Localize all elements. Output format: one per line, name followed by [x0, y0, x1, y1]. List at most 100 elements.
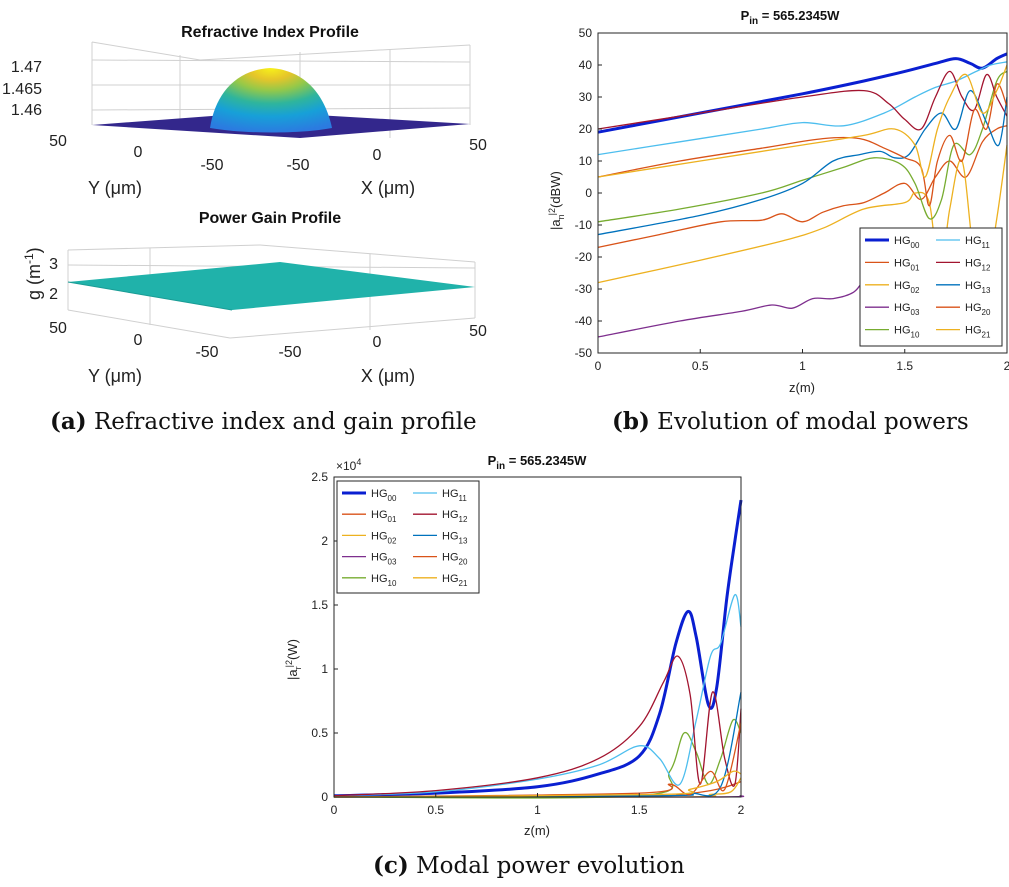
- series-line-hg12: [333, 655, 742, 797]
- legend-label-hg20: HG20: [442, 552, 468, 567]
- gain-z-axis-label: g (m-1): [22, 247, 44, 300]
- index-y-axis-label: Y (μm): [88, 178, 142, 198]
- index-x-tick: 50: [469, 137, 487, 154]
- x-tick-label: 0: [331, 803, 338, 817]
- chart-c-axes: 0 0.5 1 1.5 2 0 0.5 1 1.5 2 2.5: [311, 470, 744, 817]
- gain-y-tick: 50: [49, 320, 67, 337]
- y-tick-label: 20: [579, 122, 593, 136]
- chart-b-title: Pin = 565.2345W: [741, 8, 841, 27]
- index-y-tick: -50: [200, 157, 223, 174]
- chart-b-legend: HG00 HG11 HG01 HG12 HG02 HG13 HG03 HG20 HG10 HG21: [859, 227, 1003, 347]
- gain-z-tick: 2: [49, 286, 58, 303]
- legend-box: [859, 227, 1003, 347]
- series-line-hg21: [333, 770, 742, 798]
- y-tick-label: 0.5: [311, 726, 328, 740]
- index-z-tick: 1.46: [11, 102, 42, 119]
- y-tick-label: -30: [575, 282, 593, 296]
- series-line-hg10: [597, 70, 1008, 223]
- y-tick-label: 1: [321, 662, 328, 676]
- index-profile-title: Refractive Index Profile: [181, 24, 359, 41]
- y-tick-label: 10: [579, 154, 593, 168]
- x-tick-label: 1: [534, 803, 541, 817]
- legend-label-hg13: HG13: [965, 280, 991, 295]
- x-tick-label: 0.5: [427, 803, 444, 817]
- index-x-tick: 0: [373, 147, 382, 164]
- y-tick-label: -40: [575, 314, 593, 328]
- legend-label-hg12: HG12: [965, 257, 991, 272]
- x-tick-label: 0: [595, 359, 602, 373]
- series-line-hg11: [333, 594, 742, 797]
- series-line-hg21: [597, 64, 1008, 178]
- modal-power-db-chart: Pin = 565.2345W 0 0.5 1 1.5 2 -50 -40 -30 -20 -10…: [547, 8, 1009, 395]
- x-tick-label: 2: [738, 803, 745, 817]
- modal-power-linear-chart: Pin = 565.2345W ×104 0 0.5 1 1.5 2 0 0.5 1 1.5 2 2…: [284, 453, 745, 838]
- series-line-hg01: [597, 125, 1008, 249]
- index-z-tick: 1.47: [11, 59, 42, 76]
- caption-b: (b) Evolution of modal powers: [612, 408, 969, 435]
- gain-x-axis-label: X (μm): [361, 366, 415, 386]
- legend-box: [336, 480, 480, 594]
- x-tick-label: 1.5: [896, 359, 913, 373]
- y-tick-label: 50: [579, 26, 593, 40]
- chart-c-title: Pin = 565.2345W: [488, 453, 588, 472]
- gain-box-frame: [67, 244, 476, 339]
- series-line-hg13: [597, 89, 1008, 236]
- series-line-hg03: [597, 278, 865, 338]
- y-tick-label: 2.5: [311, 470, 328, 484]
- series-line-hg11: [597, 61, 1008, 156]
- index-x-tick: -50: [286, 157, 309, 174]
- legend-label-hg11: HG11: [965, 235, 990, 250]
- series-line-hg12: [597, 70, 1008, 131]
- index-y-tick: 0: [134, 144, 143, 161]
- gain-profile-title: Power Gain Profile: [199, 210, 341, 227]
- index-dome: [210, 68, 332, 133]
- index-x-axis-label: X (μm): [361, 178, 415, 198]
- chart-b-axes: 0 0.5 1 1.5 2 -50 -40 -30 -20 -10 0 10 20 30 40 50: [575, 26, 1009, 373]
- index-z-tick: 1.465: [2, 81, 42, 98]
- chart-c-legend: HG00 HG11 HG01 HG12 HG02 HG13 HG03 HG20 HG10 HG21: [336, 480, 480, 594]
- y-tick-label: 2: [321, 534, 328, 548]
- gain-x-tick: 0: [373, 334, 382, 351]
- gain-z-tick: 3: [49, 256, 58, 273]
- caption-a: (a) Refractive index and gain profile: [50, 408, 477, 435]
- gain-profile-panel: Power Gain Profile 3 2 g (m-1) 50 0 -50 …: [22, 210, 487, 386]
- legend-label-hg01: HG01: [371, 509, 397, 524]
- series-line-hg00: [333, 499, 743, 798]
- index-profile-panel: Refractive Index Profile 1.47 1.465 1.46…: [2, 24, 487, 198]
- legend-label-hg02: HG02: [371, 530, 397, 545]
- gain-y-tick: -50: [195, 344, 218, 361]
- legend-label-hg01: HG01: [894, 257, 920, 272]
- legend-label-hg03: HG03: [894, 302, 920, 317]
- legend-label-hg13: HG13: [442, 530, 468, 545]
- y-tick-label: 40: [579, 58, 593, 72]
- chart-c-exponent: ×104: [336, 457, 361, 473]
- legend-label-hg00: HG00: [371, 488, 397, 503]
- caption-c: (c) Modal power evolution: [373, 852, 685, 879]
- y-tick-label: -20: [575, 250, 593, 264]
- legend-label-hg03: HG03: [371, 552, 397, 567]
- y-tick-label: 1.5: [311, 598, 328, 612]
- y-tick-label: 0: [321, 790, 328, 804]
- legend-label-hg12: HG12: [442, 509, 468, 524]
- x-tick-label: 0.5: [692, 359, 709, 373]
- chart-b-x-axis-label: z(m): [789, 380, 815, 395]
- gain-y-tick: 0: [134, 332, 143, 349]
- legend-label-hg00: HG00: [894, 235, 920, 250]
- legend-label-hg10: HG10: [371, 573, 397, 588]
- chart-b-series-group: [597, 52, 1008, 338]
- chart-c-y-axis-label: |ar|2(W): [284, 639, 303, 680]
- legend-label-hg10: HG10: [894, 325, 920, 340]
- legend-label-hg20: HG20: [965, 302, 991, 317]
- legend-label-hg21: HG21: [965, 325, 991, 340]
- chart-c-x-axis-label: z(m): [524, 823, 550, 838]
- x-tick-label: 1.5: [631, 803, 648, 817]
- legend-label-hg02: HG02: [894, 280, 920, 295]
- y-tick-label: -10: [575, 218, 593, 232]
- gain-x-tick: -50: [278, 344, 301, 361]
- gain-x-tick: 50: [469, 323, 487, 340]
- legend-label-hg21: HG21: [442, 573, 468, 588]
- x-tick-label: 2: [1004, 359, 1009, 373]
- gain-plane: [68, 262, 475, 310]
- gain-y-axis-label: Y (μm): [88, 366, 142, 386]
